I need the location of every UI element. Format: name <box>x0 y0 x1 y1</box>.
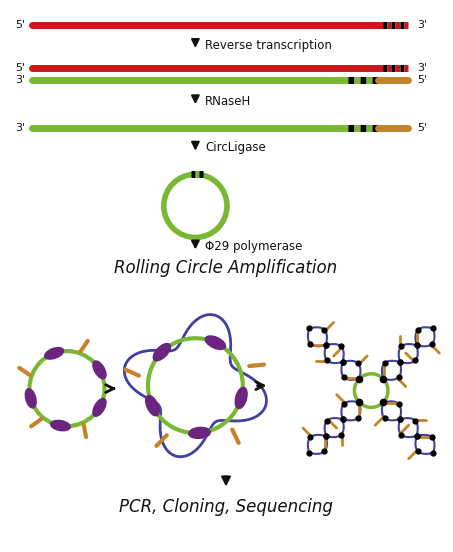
Text: 5': 5' <box>15 20 26 30</box>
Ellipse shape <box>205 336 226 349</box>
Ellipse shape <box>45 348 63 359</box>
Text: 5': 5' <box>15 62 26 72</box>
Text: Reverse transcription: Reverse transcription <box>205 39 332 52</box>
Text: 3': 3' <box>418 62 428 72</box>
Ellipse shape <box>146 396 159 416</box>
Ellipse shape <box>189 427 210 438</box>
Ellipse shape <box>93 361 106 379</box>
Ellipse shape <box>51 421 70 431</box>
Text: 5': 5' <box>418 123 428 133</box>
Text: Φ29 polymerase: Φ29 polymerase <box>205 240 303 253</box>
Circle shape <box>354 374 388 407</box>
Ellipse shape <box>153 343 170 360</box>
Text: RNaseH: RNaseH <box>205 95 251 108</box>
Text: 3': 3' <box>15 123 26 133</box>
Text: 3': 3' <box>15 76 26 86</box>
Text: 3': 3' <box>418 20 428 30</box>
Text: PCR, Cloning, Sequencing: PCR, Cloning, Sequencing <box>119 498 333 516</box>
Ellipse shape <box>235 388 247 408</box>
Text: Rolling Circle Amplification: Rolling Circle Amplification <box>115 259 337 277</box>
Ellipse shape <box>25 389 36 408</box>
Text: 5': 5' <box>418 76 428 86</box>
Ellipse shape <box>93 399 106 416</box>
Text: CircLigase: CircLigase <box>205 141 266 154</box>
